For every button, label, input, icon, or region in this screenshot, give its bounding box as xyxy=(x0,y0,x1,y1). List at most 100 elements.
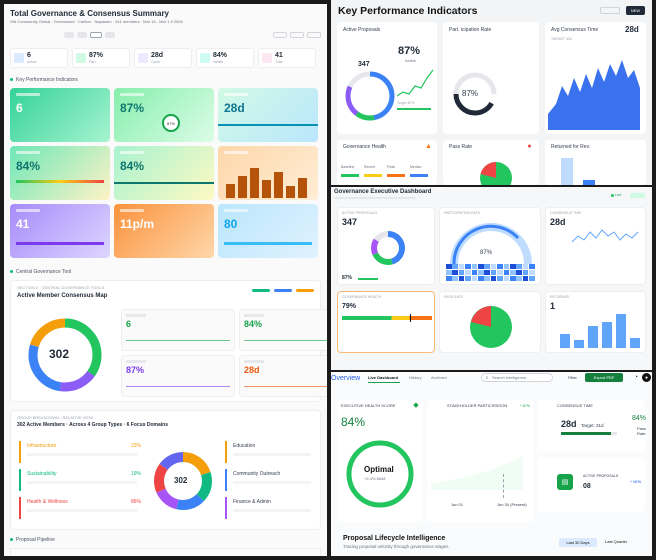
heatmap-cell xyxy=(478,276,484,281)
shield-icon: ◆ xyxy=(413,402,419,409)
consensus-value: 28d xyxy=(625,25,639,34)
kpi-tile: 84% xyxy=(10,146,110,200)
legend-item xyxy=(252,289,270,292)
export-pdf-button[interactable]: Export PDF xyxy=(585,373,623,382)
participation-value: 87% xyxy=(462,89,479,98)
exec-active-label: ACTIVE PROPOSALS xyxy=(342,211,378,215)
heatmap-cell xyxy=(471,276,478,281)
date-tab[interactable] xyxy=(77,32,87,38)
domains-donut-value: 302 xyxy=(174,476,188,485)
exec-participation-card: PARTICIPATION RATE 87% xyxy=(439,207,541,285)
date-tab[interactable] xyxy=(105,32,115,38)
heatmap-cell xyxy=(465,264,471,269)
domains-title: 302 Active Members · Across 4 Group Type… xyxy=(17,422,168,428)
tab-overview[interactable]: Overview xyxy=(331,375,361,382)
pass-rate-label: Pass Rate xyxy=(637,426,646,436)
consensus-side-caption xyxy=(126,360,146,363)
summary-subtitle: Old Community Global · Greenwood · Carlt… xyxy=(10,19,183,24)
kpi-tile-value: 87% xyxy=(120,101,145,115)
health-ring-label: Optimal xyxy=(364,465,394,474)
date-tab[interactable] xyxy=(64,32,74,38)
toolbar-button[interactable] xyxy=(273,32,287,38)
heatmap-cell xyxy=(529,276,535,281)
kpi-mini-label: Total xyxy=(275,60,283,64)
kpi-tile: 28d xyxy=(218,88,318,142)
heatmap-cell xyxy=(446,276,452,281)
kpi-tile-line xyxy=(16,242,104,245)
pass-rate-card: Pass Rate ● xyxy=(443,140,539,185)
heatmap-cell xyxy=(452,276,458,281)
active-mini-value: 08 xyxy=(583,483,591,490)
health-score-ring xyxy=(346,440,414,508)
consensus-legend xyxy=(252,289,314,292)
section-dot-icon xyxy=(10,78,13,81)
heatmap-cell xyxy=(510,270,516,275)
active-proposals-target: Target 87% xyxy=(397,101,415,105)
exec-returned-label: RETURNED xyxy=(550,295,570,299)
consensus-label: Avg Consensus Time xyxy=(551,27,599,33)
domain-bar xyxy=(233,509,311,512)
domain-row: Health & Wellness 86% xyxy=(19,497,143,519)
avatar[interactable]: ● xyxy=(642,373,651,382)
range-last-30-days[interactable]: Last 30 Days xyxy=(559,538,597,547)
kpi-tile-caption xyxy=(16,93,40,96)
toolbar-button[interactable] xyxy=(307,32,321,38)
health-column-bar xyxy=(387,174,405,177)
toolbar-button[interactable] xyxy=(290,32,304,38)
active-proposals-count: 347 xyxy=(358,61,370,68)
tab-active-underline xyxy=(368,382,400,383)
domain-row: Community Outreach xyxy=(225,469,315,491)
kpi-new-badge[interactable]: NEW xyxy=(626,6,645,15)
returned-bar xyxy=(574,340,584,348)
kpi-tile-bar xyxy=(250,168,259,198)
kpi-mini-label: Health xyxy=(213,60,224,64)
bell-icon[interactable]: ◔ xyxy=(633,374,639,381)
stakeholder-area xyxy=(431,456,523,490)
consensus-side-line xyxy=(126,386,230,387)
summary-toolbar xyxy=(273,32,321,38)
domain-row: Education xyxy=(225,441,315,463)
kpi-mini-card: 6 Active xyxy=(10,48,68,68)
pipeline-card xyxy=(10,548,321,556)
heatmap-cell xyxy=(458,264,465,269)
active-proposals-mini-card: ▤ ACTIVE PROPOSALS 08 + NEW xyxy=(537,458,645,512)
participation-card: Part. icipation Rate 87% xyxy=(443,22,539,134)
kpi-tile-caption xyxy=(16,209,40,212)
kpi-mini-value: 41 xyxy=(275,52,283,59)
domain-pct: 19% xyxy=(130,471,141,477)
document-icon: ▤ xyxy=(557,474,573,490)
kpi-tile-caption xyxy=(224,151,248,154)
search-icon: ⌕ xyxy=(485,374,489,381)
pass-rate-label: Pass Rate xyxy=(449,144,473,150)
active-proposals-pct-label: Active xyxy=(405,58,416,63)
domain-row: Infrastructure 23% xyxy=(19,441,143,463)
kpi-filter-button[interactable] xyxy=(600,7,620,14)
domain-bar xyxy=(233,481,311,484)
search-input[interactable]: ⌕ Search Intelligence... xyxy=(481,373,553,382)
domain-name: Finance & Admin xyxy=(233,499,271,505)
domains-donut xyxy=(154,452,212,510)
health-score-label: EXECUTIVE HEALTH SCORE xyxy=(341,403,396,408)
domain-row: Sustainability 19% xyxy=(19,469,143,491)
participation-gauge xyxy=(453,72,497,116)
kpi-mini-icon xyxy=(200,53,210,63)
heatmap-cell xyxy=(503,276,510,281)
date-tab-active[interactable] xyxy=(90,32,102,38)
health-label: Governance Health xyxy=(343,144,387,150)
kpi-tile-caption xyxy=(120,93,144,96)
exec-live-toggle[interactable] xyxy=(630,193,645,198)
range-last-quarter[interactable]: Last Quarter xyxy=(605,539,628,544)
tab-archived[interactable]: Archived xyxy=(431,375,447,380)
kpi-title: Key Performance Indicators xyxy=(338,5,478,17)
kpi-tile-bar xyxy=(298,178,307,198)
tab-live-dashboard[interactable]: Live Dashboard xyxy=(368,375,399,380)
tab-history[interactable]: History xyxy=(409,375,422,380)
consensus-kicker: SECTION 2 · CENTRAL GOVERNANCE TOOLS xyxy=(17,285,105,290)
heatmap-cell xyxy=(529,264,535,269)
heatmap-cell xyxy=(510,276,516,281)
heatmap-cell xyxy=(497,264,503,269)
filter-button[interactable]: Filter xyxy=(568,375,577,380)
kpi-tile-bar xyxy=(238,176,247,198)
heatmap-cell xyxy=(497,276,503,281)
consensus-progress xyxy=(561,432,617,435)
